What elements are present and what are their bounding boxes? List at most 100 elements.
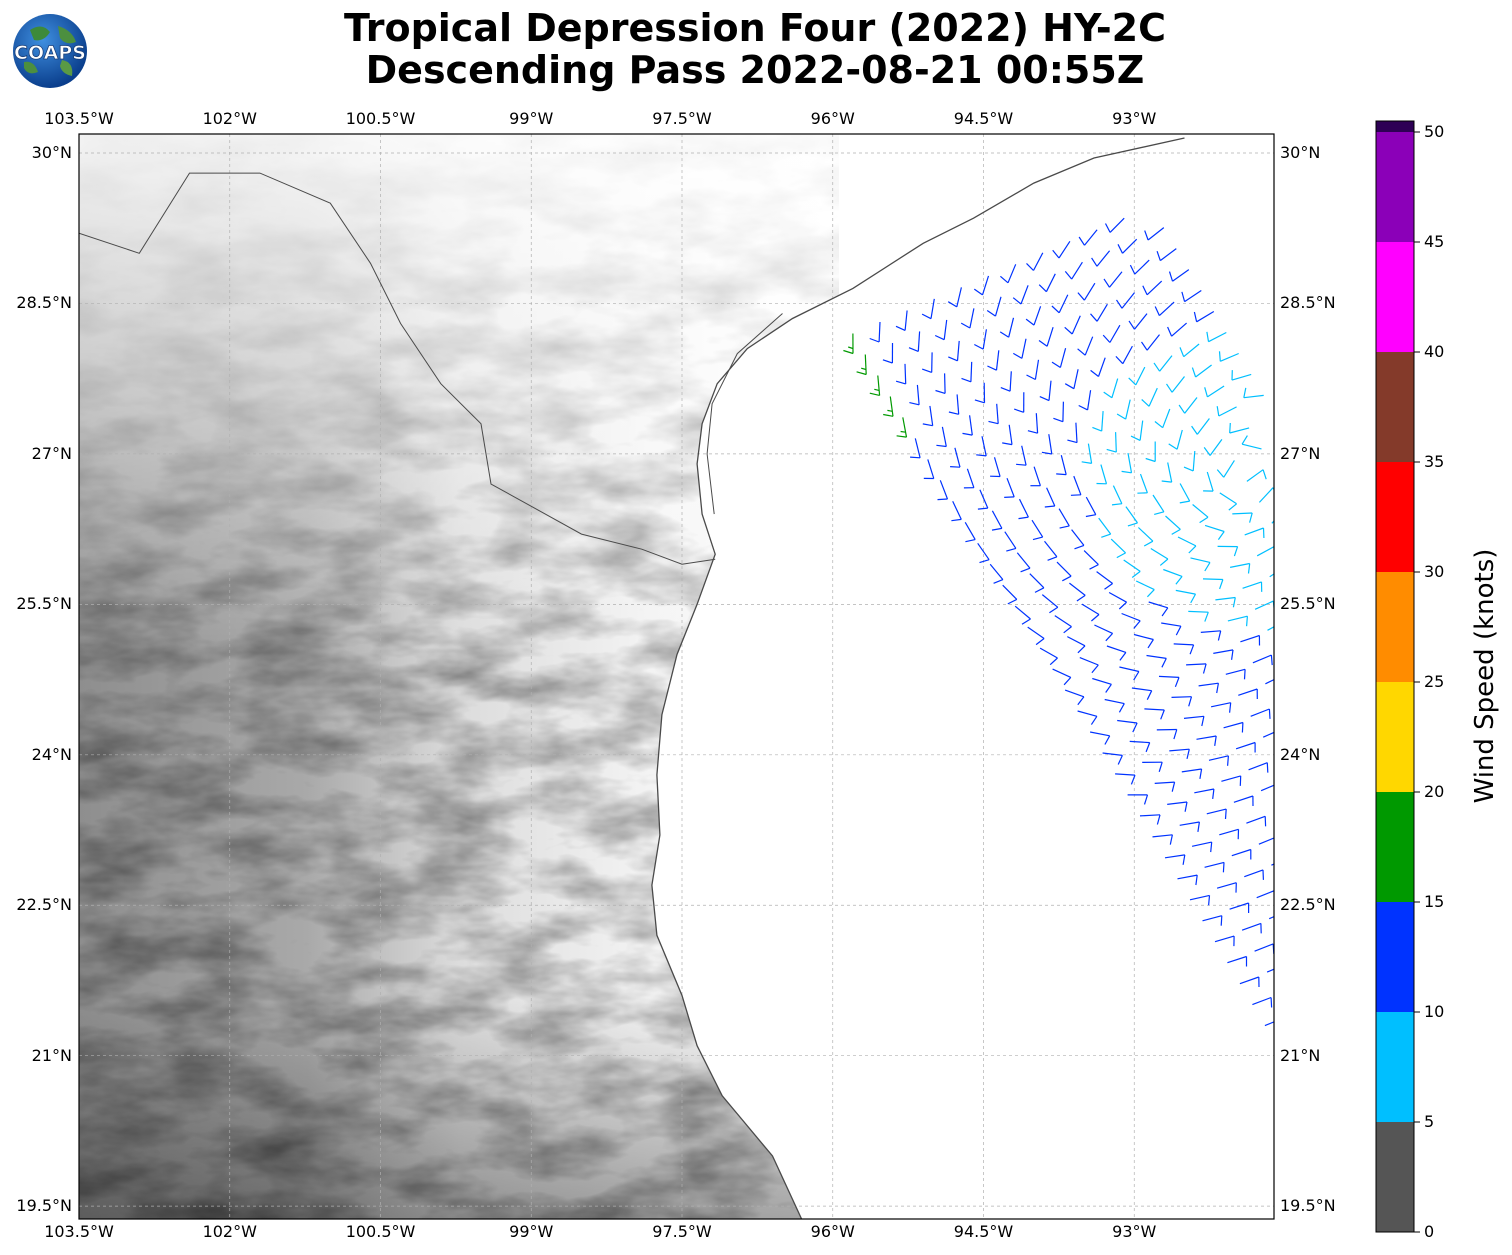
colorbar-bin xyxy=(1376,902,1414,1012)
wind-barb xyxy=(1104,698,1125,713)
wind-barb xyxy=(1219,828,1240,840)
wind-barb xyxy=(1183,715,1205,727)
wind-barb xyxy=(1038,327,1054,347)
barrier-island xyxy=(706,313,783,515)
colorbar-bin xyxy=(1376,132,1414,242)
wind-barb xyxy=(1229,562,1251,574)
wind-barb xyxy=(1041,594,1059,614)
wind-barb xyxy=(1240,634,1261,646)
colorbar-bin xyxy=(1376,1012,1414,1122)
wind-barb xyxy=(1137,473,1148,494)
lon-tick-label-top: 103.5°W xyxy=(44,109,114,128)
wind-barb xyxy=(974,382,986,404)
wind-barb xyxy=(1016,552,1031,573)
wind-barb xyxy=(1128,313,1148,330)
wind-barb xyxy=(950,447,961,468)
wind-barb xyxy=(869,321,881,343)
colorbar-tick-label: 10 xyxy=(1424,1002,1445,1021)
wind-barb xyxy=(936,426,947,448)
lat-tick-label-left: 28.5°N xyxy=(16,293,72,313)
wind-barb xyxy=(1202,915,1223,926)
wind-barb xyxy=(1064,261,1083,280)
wind-barb xyxy=(1115,292,1135,309)
wind-barb xyxy=(1077,282,1096,301)
wind-barb xyxy=(1041,434,1053,455)
wind-barb xyxy=(1152,834,1173,845)
wind-barb xyxy=(1262,731,1274,738)
colorbar-label: Wind Speed (knots) xyxy=(1470,548,1500,804)
logo-text: COAPS xyxy=(14,42,86,64)
wind-barb xyxy=(1137,527,1154,547)
wind-barb xyxy=(1052,240,1071,259)
wind-barb xyxy=(1202,578,1224,590)
wind-barb xyxy=(963,468,975,489)
wind-barb xyxy=(1161,622,1182,636)
wind-barb xyxy=(976,436,987,457)
colorbar-bin xyxy=(1376,121,1414,132)
wind-barb xyxy=(1002,424,1013,446)
wind-barb xyxy=(1129,740,1151,753)
wind-barb xyxy=(1169,748,1190,760)
wind-barb xyxy=(1135,580,1155,598)
wind-barb xyxy=(1154,408,1171,429)
colorbar-tick-label: 25 xyxy=(1424,672,1445,691)
wind-barb xyxy=(962,415,973,436)
wind-barb xyxy=(1054,615,1072,634)
wind-barb xyxy=(869,375,881,396)
wind-barb xyxy=(1217,545,1239,557)
wind-barb xyxy=(1119,666,1140,681)
wind-barb xyxy=(895,363,907,385)
wind-barb xyxy=(948,394,960,415)
wind-barb xyxy=(1052,668,1072,686)
wind-barb xyxy=(1248,762,1269,773)
wind-barb xyxy=(999,317,1015,338)
wind-barb xyxy=(1206,808,1227,820)
lon-tick-label-top: 96°W xyxy=(810,109,855,128)
wind-barb xyxy=(1156,728,1178,740)
wind-barb xyxy=(1188,610,1209,622)
wind-barb xyxy=(1002,584,1018,605)
wind-barbs xyxy=(843,217,1274,1027)
wind-barb xyxy=(1096,464,1108,485)
wind-barb xyxy=(908,331,921,352)
wind-barb xyxy=(1103,271,1123,288)
wind-barb xyxy=(1121,452,1133,474)
wind-barb xyxy=(951,501,962,522)
wind-barb xyxy=(1191,841,1213,853)
wind-barb xyxy=(1027,413,1039,434)
colorbar-bin xyxy=(1376,462,1414,572)
wind-barb xyxy=(974,329,987,350)
wind-barb xyxy=(973,275,990,296)
lat-tick-label-left: 27°N xyxy=(31,443,72,463)
wind-barb xyxy=(1196,735,1217,746)
wind-barb xyxy=(1216,460,1235,478)
wind-barb xyxy=(1102,324,1121,343)
wind-barb xyxy=(1085,496,1097,518)
colorbar-tick-label: 5 xyxy=(1424,1112,1435,1131)
wind-barb xyxy=(1244,869,1264,880)
wind-barb xyxy=(1031,519,1044,541)
wind-barb xyxy=(1163,568,1183,585)
wind-barb xyxy=(987,350,1000,371)
wind-barb xyxy=(1238,688,1258,700)
wind-barb xyxy=(1221,775,1242,786)
wind-barb xyxy=(1056,455,1067,476)
wind-barb xyxy=(1165,515,1181,535)
wind-barb xyxy=(1193,310,1215,323)
wind-barb xyxy=(1246,815,1267,827)
wind-barb xyxy=(989,563,1004,584)
wind-barb xyxy=(1141,387,1158,407)
wind-barb xyxy=(1181,768,1203,780)
wind-barb xyxy=(1148,601,1169,617)
colorbar-tick-label: 30 xyxy=(1424,562,1445,581)
wind-barb xyxy=(1025,306,1042,326)
wind-barb xyxy=(1204,385,1225,398)
wind-barb xyxy=(1179,483,1191,504)
lat-tick-label-right: 27°N xyxy=(1280,443,1321,463)
wind-barb xyxy=(1133,633,1154,649)
wind-barb xyxy=(1179,343,1200,358)
wind-barb xyxy=(1142,280,1163,296)
wind-barb xyxy=(1117,238,1138,254)
wind-barb xyxy=(895,310,908,331)
wind-barb xyxy=(1104,217,1125,233)
